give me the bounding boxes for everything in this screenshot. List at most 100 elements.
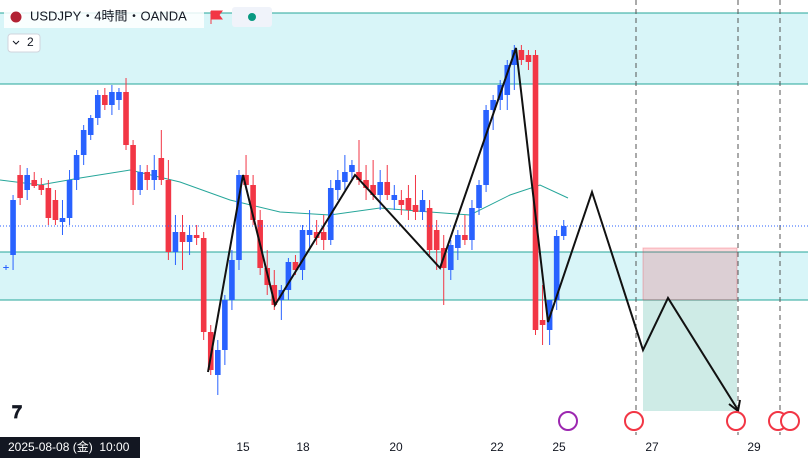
candle-body [553,236,560,300]
candle-body [349,165,355,172]
candle-body [10,200,16,255]
candle-body [66,180,73,218]
moving-average [0,169,569,216]
status-dot [248,13,256,21]
indicator-count: 2 [27,35,34,49]
candle-body [433,230,440,250]
candle-body [158,158,165,180]
candle-body [151,170,158,180]
candle-body [356,172,362,180]
candle-body [539,320,546,325]
candle-body [391,195,398,200]
crosshair-label: 2025-08-08 (金) 10:00 [8,439,130,454]
candle-body [447,245,454,270]
candle-body [532,55,539,330]
candle-body [137,172,143,190]
candle-body [560,226,567,236]
candle-body [24,175,30,190]
candle-body [59,218,66,222]
candle-body [73,155,80,180]
candle-body [483,110,489,185]
candle-body [144,172,150,180]
x-axis-label: 27 [645,440,659,454]
candle-body [313,232,320,238]
candle-body [229,260,235,300]
candle-body [476,185,482,208]
candle-body [504,65,511,95]
event-icon[interactable] [780,411,800,431]
arrow-head [728,399,741,413]
x-axis-label: 22 [490,440,504,454]
candle-body [405,198,412,210]
candle-body [80,130,87,155]
candle-body [123,92,129,145]
symbol-flag [9,10,23,24]
indicator-toggle[interactable] [7,33,41,53]
candle-body [299,230,306,270]
event-icon[interactable] [624,411,644,431]
candle-body [102,95,108,105]
candle-body [306,230,313,235]
candle-body [31,180,38,186]
crosshair-label-box [0,437,140,458]
header-box [4,6,204,28]
candle-body [525,55,532,62]
candle-body [320,232,327,240]
event-icon[interactable] [558,411,578,431]
x-axis-label: 18 [296,440,310,454]
candle-body [193,235,200,238]
candle-body [236,175,242,260]
zigzag-projection [207,47,739,411]
candle-body [342,172,348,182]
candle-body [200,238,207,332]
candle-body [52,200,59,220]
logo: 𝟕 [12,402,22,422]
candle-body [109,92,115,105]
candle-body [179,232,186,242]
candle-body [172,232,179,252]
candle-body [363,180,369,188]
candles [0,45,808,395]
candle-body [45,188,52,218]
candle-body [490,100,496,110]
candle-body [462,235,468,240]
event-icons [558,411,800,431]
candle-body [384,182,391,195]
candle-body [3,267,9,268]
x-axis-label: 15 [236,440,250,454]
candle-body [87,118,94,135]
event-icon[interactable] [726,411,746,431]
candle-body [94,95,101,118]
candle-body [165,180,172,252]
candle-body [370,185,376,195]
candle-body [412,205,419,212]
candle-body [215,350,221,375]
time-axis [0,435,808,458]
candle-body [377,182,383,195]
candle-body [518,50,525,60]
candle-body [17,175,23,198]
x-axis-label: 20 [389,440,403,454]
candle-body [243,175,249,185]
candle-body [511,50,518,65]
zone [0,252,808,300]
x-axis-label: 25 [552,440,566,454]
flag-icon[interactable] [210,10,223,24]
candle-body [455,235,461,248]
candle-body [426,208,433,250]
candle-body [419,200,426,212]
candle-body [469,208,475,240]
candle-body [292,262,299,270]
target-area [643,300,737,411]
chevron [12,40,20,45]
candle-body [285,262,292,290]
candle-body [38,185,45,190]
x-axis-label: 29 [747,440,761,454]
symbol-title: USDJPY・4時間・OANDA [30,8,187,23]
candle-body [335,180,341,190]
candle-body [398,200,405,205]
candle-body [222,300,228,350]
x-axis-labels: 15 18 20 22 25 27 29 [236,440,761,454]
candle-body [186,235,193,242]
